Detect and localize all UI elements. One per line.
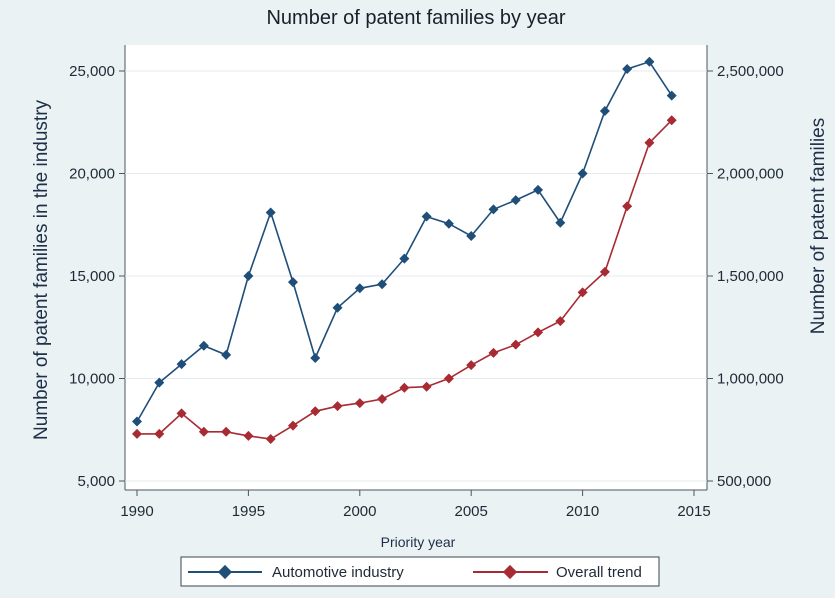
data-point-overall-trend (533, 327, 544, 338)
data-point-overall-trend (466, 360, 477, 371)
legend-label-automotive: Automotive industry (272, 564, 404, 581)
data-point-overall-trend (310, 406, 321, 417)
x-tick-label: 1990 (120, 503, 153, 520)
y-left-tick-label: 25,000 (69, 63, 115, 80)
x-tick-label: 2015 (677, 503, 710, 520)
data-point-automotive-industry (443, 218, 454, 229)
y-axis-right-label: Number of patent families (808, 118, 829, 335)
legend: Automotive industry Overall trend (180, 556, 660, 587)
data-point-overall-trend (555, 316, 566, 327)
y-right-tick-label: 500,000 (717, 473, 771, 490)
x-tick-label: 2000 (343, 503, 376, 520)
y-axis-left-label: Number of patent families in the industr… (31, 99, 52, 440)
data-point-overall-trend (287, 420, 298, 431)
data-point-overall-trend (488, 347, 499, 358)
data-point-overall-trend (510, 339, 521, 350)
data-point-automotive-industry (310, 353, 321, 363)
data-point-overall-trend (577, 287, 588, 298)
data-point-automotive-industry (221, 349, 232, 360)
data-point-overall-trend (644, 137, 655, 148)
y-right-tick-label: 1,500,000 (717, 268, 784, 285)
x-tick-label: 1995 (232, 503, 265, 520)
data-point-automotive-industry (488, 204, 499, 215)
data-point-overall-trend (176, 408, 187, 419)
data-point-overall-trend (198, 426, 209, 437)
y-right-tick-label: 2,500,000 (717, 63, 784, 80)
data-point-overall-trend (443, 373, 454, 384)
series-group (132, 56, 677, 444)
axis-ticks: 5,000 10,000 15,000 20,000 25,000 500,000 1,00… (69, 63, 784, 520)
data-point-overall-trend (399, 382, 410, 393)
data-point-automotive-industry (666, 90, 677, 101)
data-point-overall-trend (666, 115, 677, 126)
data-point-automotive-industry (510, 195, 521, 206)
legend-marker-overall (502, 564, 518, 580)
y-left-tick-label: 5,000 (77, 473, 115, 490)
x-axis-label: Priority year (381, 534, 456, 550)
data-point-overall-trend (377, 394, 388, 404)
data-point-overall-trend (332, 401, 343, 412)
legend-box (180, 556, 660, 587)
data-point-automotive-industry (154, 377, 165, 388)
y-right-tick-label: 2,000,000 (717, 166, 784, 183)
data-point-automotive-industry (577, 168, 588, 179)
data-point-automotive-industry (399, 253, 410, 264)
data-point-automotive-industry (243, 271, 254, 281)
data-point-automotive-industry (265, 207, 276, 218)
data-point-overall-trend (243, 430, 254, 441)
data-point-automotive-industry (644, 56, 655, 67)
data-point-automotive-industry (132, 416, 142, 427)
data-point-automotive-industry (354, 283, 365, 294)
data-point-automotive-industry (533, 184, 544, 195)
gridlines (125, 70, 707, 482)
data-point-overall-trend (622, 201, 633, 212)
data-point-automotive-industry (176, 359, 187, 370)
data-point-overall-trend (154, 428, 165, 439)
data-point-automotive-industry (555, 217, 566, 228)
data-point-automotive-industry (287, 277, 298, 288)
plot-area (125, 45, 707, 490)
data-point-automotive-industry (466, 231, 477, 242)
y-right-tick-label: 1,000,000 (717, 371, 784, 388)
data-point-overall-trend (221, 426, 232, 437)
data-point-automotive-industry (622, 63, 633, 74)
data-point-overall-trend (354, 398, 365, 409)
data-point-automotive-industry (599, 105, 610, 116)
data-point-automotive-industry (198, 340, 209, 351)
y-left-tick-label: 20,000 (69, 166, 115, 183)
data-point-automotive-industry (377, 279, 388, 290)
y-left-tick-label: 10,000 (69, 371, 115, 388)
chart-title: Number of patent families by year (266, 7, 565, 29)
data-point-overall-trend (599, 266, 610, 277)
data-point-automotive-industry (421, 211, 432, 222)
y-left-tick-label: 15,000 (69, 268, 115, 285)
data-point-overall-trend (265, 433, 276, 444)
legend-label-overall: Overall trend (556, 564, 642, 581)
legend-marker-automotive (217, 564, 233, 580)
data-point-automotive-industry (332, 302, 343, 313)
data-point-overall-trend (421, 381, 432, 392)
x-tick-label: 2010 (566, 503, 599, 520)
x-tick-label: 2005 (455, 503, 488, 520)
data-point-overall-trend (132, 428, 142, 439)
